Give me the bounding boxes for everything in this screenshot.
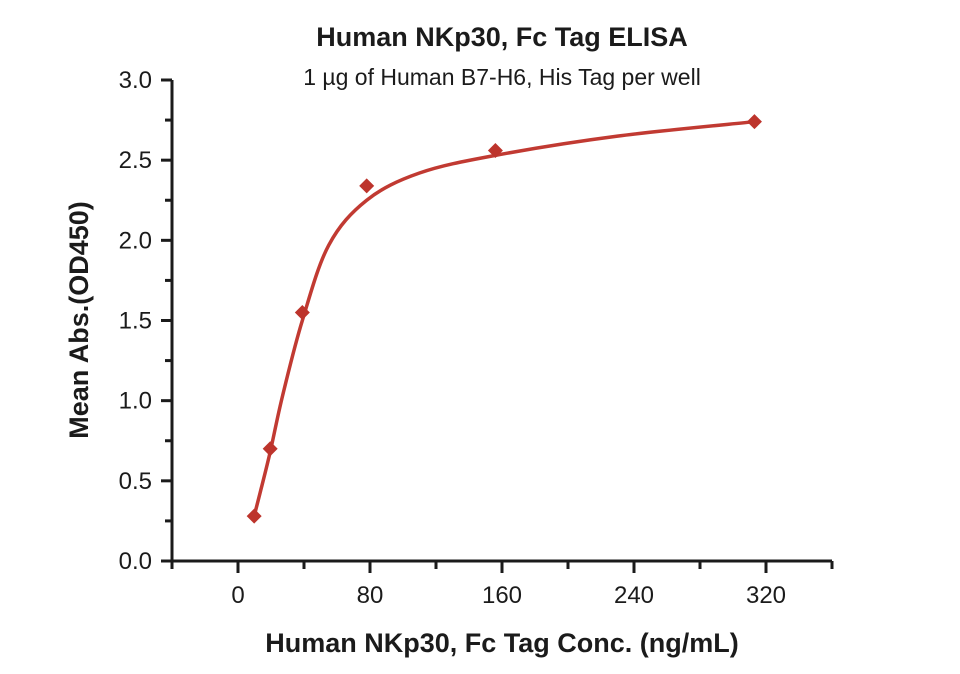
axis-spines <box>170 80 832 563</box>
x-tick-label: 240 <box>614 582 654 609</box>
data-point-marker <box>294 304 310 320</box>
data-point-marker <box>246 508 262 524</box>
x-tick-label: 320 <box>746 582 786 609</box>
axes <box>170 80 832 563</box>
y-tick-label: 3.0 <box>119 67 152 94</box>
y-axis-label: Mean Abs.(OD450) <box>64 201 94 439</box>
data-points-layer <box>246 114 762 524</box>
x-tick-label: 0 <box>231 582 244 609</box>
data-point-marker <box>359 178 375 194</box>
chart-title: Human NKp30, Fc Tag ELISA <box>316 22 688 52</box>
fit-curve-layer <box>252 119 757 518</box>
data-point-marker <box>487 143 503 159</box>
y-tick-label: 1.5 <box>119 308 152 335</box>
fit-curve <box>252 119 757 518</box>
y-tick-label: 0.5 <box>119 468 152 495</box>
y-tick-label: 1.0 <box>119 388 152 415</box>
y-tick-label: 2.0 <box>119 227 152 254</box>
x-tick-label: 80 <box>357 582 384 609</box>
x-axis-label: Human NKp30, Fc Tag Conc. (ng/mL) <box>265 628 739 658</box>
x-axis-ticks: 0 80 160 240 320 <box>170 561 834 609</box>
y-axis-ticks: 0.0 0.5 1.0 1.5 2.0 2.5 3.0 <box>119 67 172 575</box>
y-tick-label: 2.5 <box>119 147 152 174</box>
data-point-marker <box>746 114 762 130</box>
chart-subtitle: 1 µg of Human B7-H6, His Tag per well <box>303 64 701 90</box>
y-tick-label: 0.0 <box>119 548 152 575</box>
data-point-marker <box>262 441 278 457</box>
x-tick-label: 160 <box>482 582 522 609</box>
